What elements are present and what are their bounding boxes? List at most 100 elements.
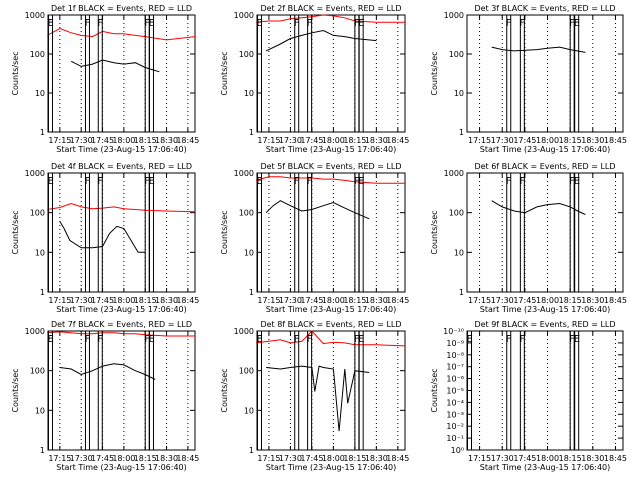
panel-4-x-tick-label: 18:45 bbox=[176, 296, 199, 305]
panel-2-y-tick-label: 1 bbox=[249, 128, 254, 137]
panel-9-y-tick-label: 10⁻⁸ bbox=[446, 351, 464, 360]
panel-7-x-tick-label: 17:30 bbox=[70, 454, 93, 463]
panel-3-x-tick-label: 17:45 bbox=[513, 136, 536, 145]
panel-4-flag-label: F bbox=[84, 176, 90, 187]
panel-4-flag-label: F bbox=[144, 176, 150, 187]
panel-9-y-axis-label: Counts/sec bbox=[430, 368, 439, 412]
panel-8-x-tick-label: 17:45 bbox=[300, 454, 323, 463]
panel-1-y-tick-label: 1 bbox=[40, 128, 45, 137]
panel-7-y-axis-label: Counts/sec bbox=[11, 368, 20, 412]
panel-9-y-tick-label: 10⁻⁶ bbox=[446, 375, 464, 384]
panel-5-y-tick-label: 10 bbox=[244, 248, 254, 257]
panel-5-x-tick-label: 18:00 bbox=[322, 296, 345, 305]
panel-9-y-tick-label: 10⁻¹⁰ bbox=[443, 327, 464, 336]
panel-4-title: Det 4f BLACK = Events, RED = LLD bbox=[51, 162, 192, 171]
panel-2-series-black bbox=[265, 29, 377, 52]
panel-6-x-tick-label: 17:45 bbox=[513, 296, 536, 305]
panel-1-series-red bbox=[46, 27, 196, 41]
panel-9-y-tick-label: 10⁻⁷ bbox=[446, 363, 464, 372]
panel-6-x-axis-label: Start Time (23-Aug-15 17:06:40) bbox=[480, 305, 611, 314]
panel-9-x-tick-label: 18:45 bbox=[604, 454, 627, 463]
panel-6-y-tick-label: 1 bbox=[459, 288, 464, 297]
panel-3-y-tick-label: 1 bbox=[459, 128, 464, 137]
panel-9-x-tick-label: 18:30 bbox=[581, 454, 604, 463]
panel-2-flag-label: F bbox=[354, 18, 360, 29]
panel-7-series-red bbox=[47, 331, 195, 337]
panel-3-flag-label: F bbox=[506, 18, 512, 29]
panel-3-y-tick-label: 100 bbox=[449, 50, 464, 59]
panel-3-x-axis-label: Start Time (23-Aug-15 17:06:40) bbox=[480, 145, 611, 154]
panel-9-title: Det 9f BLACK = Events, RED = LLD bbox=[474, 320, 615, 329]
panel-1-x-axis-label: Start Time (23-Aug-15 17:06:40) bbox=[56, 145, 187, 154]
panel-1-x-tick-label: 17:45 bbox=[91, 136, 114, 145]
panel-8-y-tick-label: 1 bbox=[249, 446, 254, 455]
panel-3-title: Det 3f BLACK = Events, RED = LLD bbox=[474, 4, 615, 13]
panel-3-y-tick-label: 1000 bbox=[444, 11, 464, 20]
panel-5-y-tick-label: 100 bbox=[239, 209, 254, 218]
panel-7-x-tick-label: 17:15 bbox=[48, 454, 71, 463]
panel-1-x-tick-label: 18:30 bbox=[155, 136, 178, 145]
panel-1-x-tick-label: 17:30 bbox=[70, 136, 93, 145]
panel-8-x-tick-label: 17:30 bbox=[279, 454, 302, 463]
panel-2-y-tick-label: 10 bbox=[244, 89, 254, 98]
panel-8-x-axis-label: Start Time (23-Aug-15 17:06:40) bbox=[266, 463, 397, 472]
panel-8-flag-label: F bbox=[354, 334, 360, 345]
panel-5-x-tick-label: 18:15 bbox=[343, 296, 366, 305]
panel-7-x-tick-label: 18:45 bbox=[176, 454, 199, 463]
panel-8-y-tick-label: 10 bbox=[244, 406, 254, 415]
panel-1-x-tick-label: 18:15 bbox=[134, 136, 157, 145]
panel-8-flag-label: E bbox=[256, 334, 262, 345]
panel-1-series-black bbox=[70, 59, 160, 73]
panel-8-title: Det 8f BLACK = Events, RED = LLD bbox=[260, 320, 401, 329]
panel-3-flag-label: F bbox=[569, 18, 575, 29]
panel-2-title: Det 2f BLACK = Events, RED = LLD bbox=[260, 4, 401, 13]
panel-3-x-tick-label: 18:30 bbox=[581, 136, 604, 145]
panel-9-y-tick-label: 10⁻⁴ bbox=[446, 398, 464, 407]
panel-2-y-axis-label: Counts/sec bbox=[220, 51, 229, 95]
panel-8-x-tick-label: 18:30 bbox=[365, 454, 388, 463]
panel-7-flag-label: F bbox=[97, 334, 103, 345]
panel-4-y-tick-label: 1000 bbox=[25, 169, 45, 178]
panel-4-y-tick-label: 1 bbox=[40, 288, 45, 297]
panel-9-y-tick-label: 10⁻⁵ bbox=[446, 387, 464, 396]
panel-6-x-tick-label: 18:30 bbox=[581, 296, 604, 305]
panel-5-x-tick-label: 17:30 bbox=[279, 296, 302, 305]
panel-5-x-tick-label: 18:30 bbox=[365, 296, 388, 305]
panel-4-x-tick-label: 17:30 bbox=[70, 296, 93, 305]
panel-4-frame bbox=[47, 172, 196, 293]
panel-5-x-tick-label: 18:45 bbox=[386, 296, 409, 305]
panel-5-x-tick-label: 17:45 bbox=[300, 296, 323, 305]
panel-2-x-axis-label: Start Time (23-Aug-15 17:06:40) bbox=[266, 145, 397, 154]
panel-7-flag-label: E bbox=[148, 334, 154, 345]
panel-8-y-tick-label: 100 bbox=[239, 367, 254, 376]
panel-3-x-tick-label: 18:00 bbox=[536, 136, 559, 145]
panel-2-y-tick-label: 100 bbox=[239, 50, 254, 59]
panel-5-frame bbox=[256, 172, 406, 293]
panel-8-series-red bbox=[255, 330, 406, 347]
panel-3-frame bbox=[466, 14, 624, 133]
panel-4-x-tick-label: 17:15 bbox=[48, 296, 71, 305]
panel-9-y-tick-label: 10⁻¹ bbox=[446, 434, 464, 443]
panel-8-x-tick-label: 18:15 bbox=[343, 454, 366, 463]
panel-8-series-black bbox=[266, 365, 370, 432]
panel-4-flag-label: E bbox=[148, 176, 154, 187]
panel-1-flag-label: F bbox=[144, 18, 150, 29]
panel-4-x-tick-label: 18:30 bbox=[155, 296, 178, 305]
panel-6-series-black bbox=[491, 200, 586, 215]
panel-6-title: Det 6f BLACK = Events, RED = LLD bbox=[474, 162, 615, 171]
panel-1-title: Det 1f BLACK = Events, RED = LLD bbox=[51, 4, 192, 13]
panel-4-flag-label: E bbox=[47, 176, 53, 187]
panel-6-frame bbox=[466, 172, 624, 293]
panel-7-y-tick-label: 100 bbox=[30, 367, 45, 376]
panel-9-x-axis-label: Start Time (23-Aug-15 17:06:40) bbox=[480, 463, 611, 472]
panel-6-y-tick-label: 10 bbox=[454, 248, 464, 257]
panel-7-x-tick-label: 18:15 bbox=[134, 454, 157, 463]
panel-1-y-tick-label: 10 bbox=[35, 89, 45, 98]
panel-7-y-tick-label: 1 bbox=[40, 446, 45, 455]
panel-9-x-tick-label: 17:45 bbox=[513, 454, 536, 463]
panel-1-y-tick-label: 1000 bbox=[25, 11, 45, 20]
panel-1-x-tick-label: 17:15 bbox=[48, 136, 71, 145]
panel-2-x-tick-label: 17:45 bbox=[300, 136, 323, 145]
panel-9-x-tick-label: 17:30 bbox=[491, 454, 514, 463]
panel-1-y-tick-label: 100 bbox=[30, 50, 45, 59]
